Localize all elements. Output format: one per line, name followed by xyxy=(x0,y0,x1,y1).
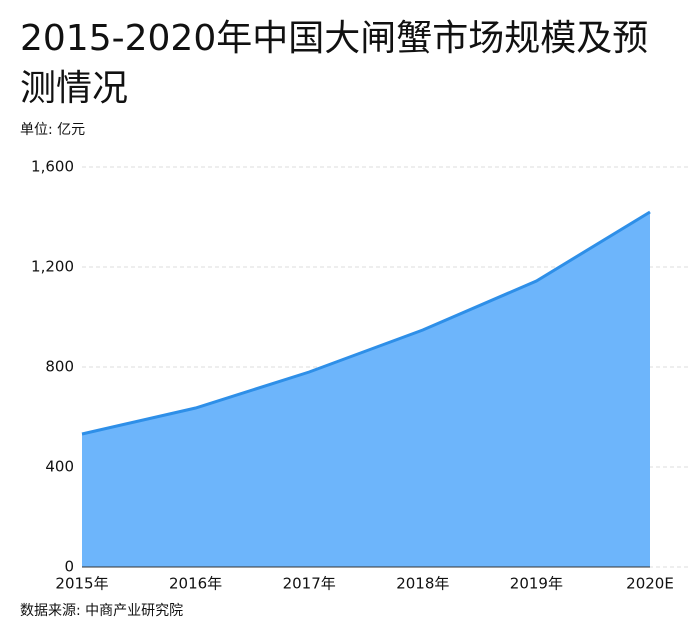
line xyxy=(81,210,651,436)
chart-title: 2015-2020年中国大闸蟹市场规模及预测情况 xyxy=(20,18,649,109)
x-tick-label: 2019年 xyxy=(510,575,563,593)
x-tick-label: 2015年 xyxy=(55,575,108,593)
source-note: 数据来源: 中商产业研究院 xyxy=(20,603,183,619)
chart-subtitle: 单位: 亿元 xyxy=(20,122,85,138)
x-tick-label: 2016年 xyxy=(169,575,222,593)
x-tick-label: 2017年 xyxy=(283,575,336,593)
x-tick-label: 2018年 xyxy=(396,575,449,593)
y-tick-label: 0 xyxy=(64,558,74,576)
area xyxy=(82,212,650,567)
y-tick-label: 1,200 xyxy=(31,258,74,276)
y-tick-label: 800 xyxy=(45,358,74,376)
y-tick-label: 1,600 xyxy=(31,158,74,176)
x-tick-label: 2020E xyxy=(626,575,674,593)
y-tick-label: 400 xyxy=(45,458,74,476)
